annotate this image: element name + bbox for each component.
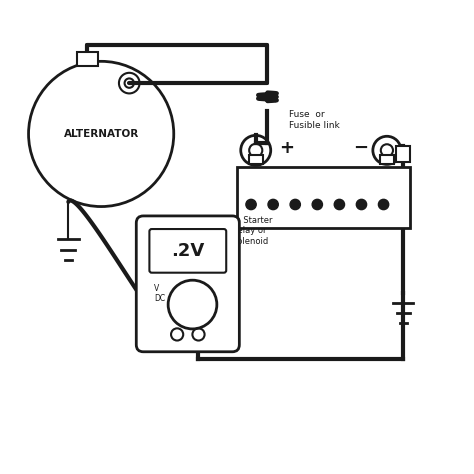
Text: −: − (354, 139, 369, 157)
Text: +: + (279, 139, 294, 157)
Bar (237, 167, 410, 228)
Circle shape (356, 200, 366, 210)
Circle shape (334, 200, 345, 210)
Circle shape (312, 200, 322, 210)
FancyBboxPatch shape (149, 229, 226, 273)
Bar (249, 155, 263, 164)
Circle shape (268, 200, 278, 210)
Text: Fuse  or
Fusible link: Fuse or Fusible link (289, 110, 339, 129)
Bar (396, 146, 410, 162)
Circle shape (378, 200, 389, 210)
Text: .2V: .2V (171, 242, 204, 260)
Bar (77, 52, 98, 66)
Text: To Starter
Relay or
Solenoid: To Starter Relay or Solenoid (232, 216, 273, 246)
Text: ALTERNATOR: ALTERNATOR (64, 129, 139, 139)
Circle shape (290, 200, 301, 210)
FancyBboxPatch shape (137, 216, 239, 352)
Circle shape (246, 200, 256, 210)
Bar (380, 155, 394, 164)
Text: V
DC: V DC (154, 284, 165, 303)
